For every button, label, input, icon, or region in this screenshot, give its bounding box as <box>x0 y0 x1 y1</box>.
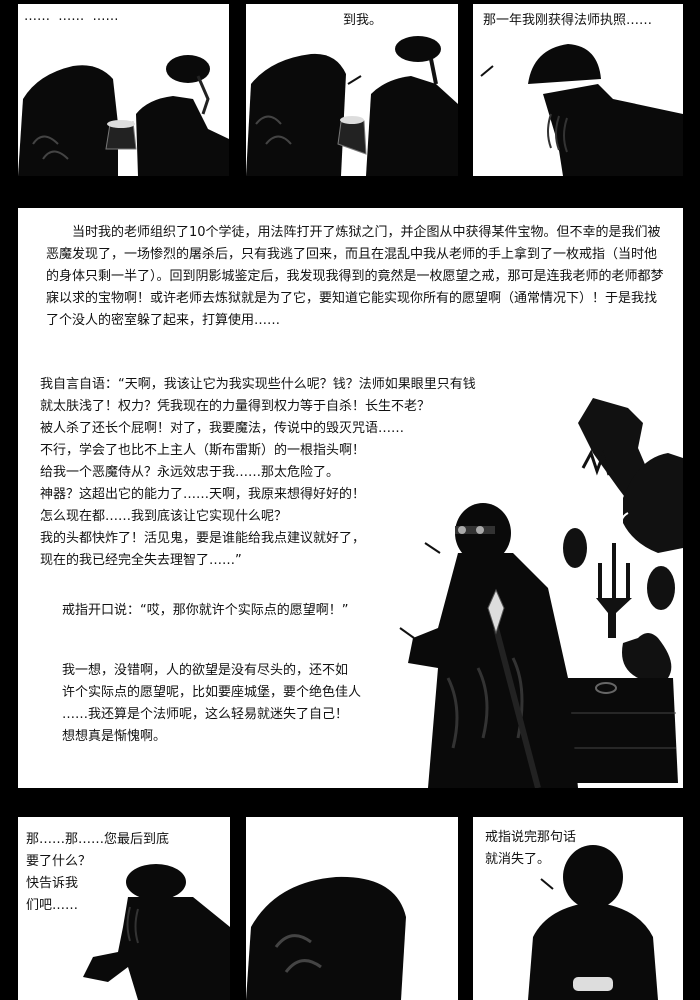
panel-4-narration: 当时我的老师组织了10个学徒，用法阵打开了炼狱之门，并企图从中获得某件宝物。但不… <box>46 225 664 328</box>
panel-4-monologue: 我自言自语：“天啊，我该让它为我实现些什么呢？钱？法师如果眼里只有钱 就太肤浅了… <box>40 374 476 572</box>
monologue-line: 怎么现在都……我到底该让它实现什么呢？ <box>40 509 288 524</box>
monologue-line: 就太肤浅了！权力？凭我现在的力量得到权力等于自杀！长生不老？ <box>40 399 431 414</box>
panel-2-dialogue: 到我。 <box>343 13 383 28</box>
panel-6-art <box>246 876 406 1000</box>
panel-4-art <box>399 398 683 788</box>
panel-1: …… …… …… <box>18 4 229 176</box>
monologue-line: 现在的我已经完全失去理智了……” <box>40 553 242 568</box>
narration-line: 戒指说完那句话 <box>485 830 577 845</box>
panel-5-art <box>83 864 230 1000</box>
panel-1-art <box>18 55 229 176</box>
dialogue-line: 要了什么？ <box>26 854 92 869</box>
panel-1-ellipsis: …… …… …… <box>24 9 119 24</box>
panel-7-art <box>528 845 658 1000</box>
panel-3-narration: 那一年我刚获得法师执照…… <box>483 13 653 28</box>
reflection-line: 想想真是惭愧啊。 <box>62 729 167 744</box>
monologue-line: 不行，学会了也比不上主人（斯布雷斯）的一根指头啊！ <box>40 443 366 458</box>
panel-2: 到我。 <box>246 4 458 176</box>
panel-7-narration: 戒指说完那句话 就消失了。 <box>485 827 576 871</box>
panel-5: 那……那……您最后到底 要了什么？ 快告诉我 们吧…… <box>18 817 230 1000</box>
panel-3-art <box>480 44 683 176</box>
narration-line: 就消失了。 <box>485 852 551 867</box>
monologue-line: 神器？这超出它的能力了……天啊，我原来想得好好的！ <box>40 487 366 502</box>
monologue-line: 被人杀了还长个屁啊！对了，我要魔法，传说中的毁灭咒语…… <box>40 421 405 436</box>
monologue-line: 给我一个恶魔侍从？永远效忠于我……那太危险了。 <box>40 465 340 480</box>
monologue-line: 我的头都快炸了！活见鬼，要是谁能给我点建议就好了， <box>40 531 366 546</box>
panel-5-dialogue: 那……那……您最后到底 要了什么？ 快告诉我 们吧…… <box>26 829 169 917</box>
panel-6 <box>246 817 458 1000</box>
panel-3: 那一年我刚获得法师执照…… <box>473 4 683 176</box>
reflection-line: 许个实际点的愿望呢，比如要座城堡，要个绝色佳人 <box>62 685 362 700</box>
panel-4: 当时我的老师组织了10个学徒，用法阵打开了炼狱之门，并企图从中获得某件宝物。但不… <box>18 208 683 788</box>
dialogue-line: 们吧…… <box>26 898 79 913</box>
panel-4-reflection: 我一想，没错啊，人的欲望是没有尽头的，还不如 许个实际点的愿望呢，比如要座城堡，… <box>62 660 361 748</box>
panel-2-art <box>246 36 458 176</box>
dialogue-line: 快告诉我 <box>26 876 79 891</box>
monologue-line: 我自言自语：“天啊，我该让它为我实现些什么呢？钱？法师如果眼里只有钱 <box>40 377 476 392</box>
dialogue-line: 那……那……您最后到底 <box>26 832 170 847</box>
reflection-line: ……我还算是个法师呢，这么轻易就迷失了自己！ <box>62 707 349 722</box>
panel-7: 戒指说完那句话 就消失了。 <box>473 817 683 1000</box>
ring-speech: 戒指开口说：“哎，那你就许个实际点的愿望啊！” <box>62 603 349 618</box>
reflection-line: 我一想，没错啊，人的欲望是没有尽头的，还不如 <box>62 663 349 678</box>
